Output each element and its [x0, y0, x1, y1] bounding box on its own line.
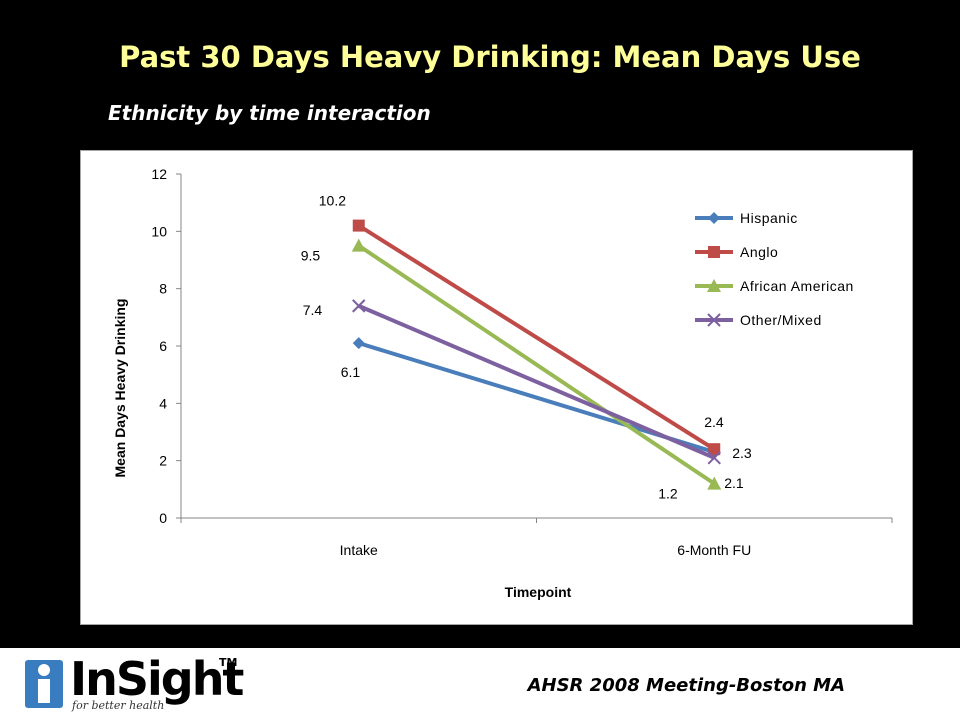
logo-trademark: TM	[219, 656, 238, 669]
y-tick-label: 8	[159, 281, 167, 297]
data-point	[707, 476, 722, 490]
data-label: 7.4	[303, 302, 323, 318]
y-tick-label: 12	[151, 166, 167, 182]
x-tick-label: 6-Month FU	[677, 542, 751, 558]
legend-label: Other/Mixed	[740, 312, 822, 328]
data-point	[352, 219, 365, 232]
data-point	[351, 238, 366, 252]
data-point	[707, 451, 721, 465]
data-label: 2.3	[732, 445, 752, 461]
legend-marker	[708, 246, 720, 258]
data-label: 1.2	[658, 486, 678, 502]
legend-marker	[708, 212, 720, 224]
data-label: 2.1	[724, 475, 744, 491]
data-label: 9.5	[301, 248, 321, 264]
legend-label: Hispanic	[740, 210, 798, 226]
y-tick-label: 10	[151, 223, 167, 239]
legend-label: Anglo	[740, 244, 778, 260]
insight-logo-icon	[25, 660, 63, 708]
y-tick-label: 4	[159, 395, 167, 411]
data-label: 6.1	[341, 364, 361, 380]
legend-marker	[707, 279, 721, 292]
slide-title: Past 30 Days Heavy Drinking: Mean Days U…	[119, 40, 861, 74]
logo-wordmark: InSight	[70, 652, 244, 706]
data-label: 2.4	[704, 414, 724, 430]
legend-marker	[707, 313, 721, 327]
logo-tagline: for better health	[72, 699, 165, 712]
chart-panel: Mean Days Heavy Drinking Timepoint 0 2 4 6 8…	[80, 150, 913, 625]
x-tick-label: Intake	[340, 542, 378, 558]
footer-band	[0, 648, 960, 720]
line-chart: Mean Days Heavy Drinking Timepoint 0 2 4 6 8…	[112, 166, 893, 600]
y-tick-label: 6	[159, 338, 167, 354]
data-point	[352, 337, 365, 350]
data-point	[352, 299, 366, 313]
slide-subtitle: Ethnicity by time interaction	[108, 101, 431, 125]
series-line	[357, 223, 716, 451]
series-line	[357, 244, 716, 486]
data-label: 10.2	[319, 193, 346, 209]
x-axis-title: Timepoint	[505, 584, 572, 600]
data-point	[708, 443, 721, 456]
legend-label: African American	[740, 278, 854, 294]
footer-caption: AHSR 2008 Meeting-Boston MA	[527, 675, 845, 696]
series-line	[357, 304, 716, 460]
y-tick-label: 2	[159, 453, 167, 469]
y-tick-label: 0	[159, 510, 167, 526]
y-axis-title: Mean Days Heavy Drinking	[112, 299, 128, 478]
